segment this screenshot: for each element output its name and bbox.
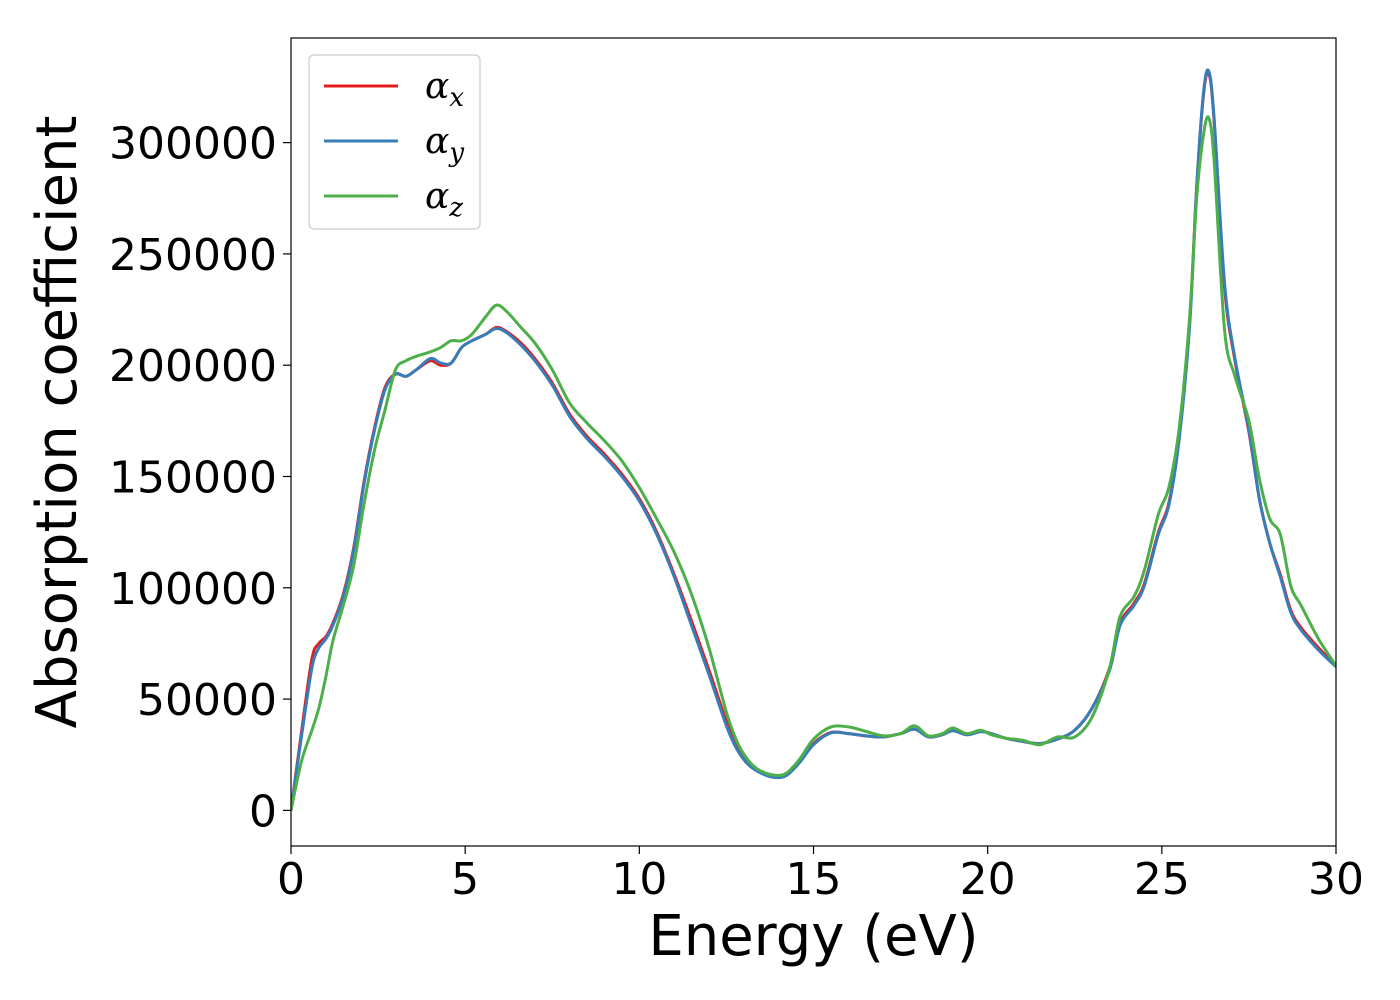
legend-symbol: α xyxy=(425,66,449,107)
y-tick-label: 300000 xyxy=(109,119,277,170)
legend-symbol: α xyxy=(425,176,449,217)
series-line-z xyxy=(291,115,1336,811)
x-tick-label: 15 xyxy=(786,854,842,905)
legend-label-x: αx xyxy=(425,66,464,113)
x-tick-label: 0 xyxy=(277,854,305,905)
plot-frame xyxy=(290,37,1337,847)
y-tick-label: 100000 xyxy=(109,564,277,615)
ticks-layer: 0 5 10 15 20 25 30 0 50000 100000 150000 200000 2500… xyxy=(109,119,1364,905)
x-tick-label: 20 xyxy=(960,854,1016,905)
y-axis-label: Absorption coefficient xyxy=(25,116,90,729)
legend-label-y: αy xyxy=(425,121,464,168)
legend-subscript: y xyxy=(448,138,464,168)
y-tick-label: 150000 xyxy=(109,453,277,504)
series-layer xyxy=(291,68,1336,811)
x-tick-label: 5 xyxy=(451,854,479,905)
y-tick-label: 250000 xyxy=(109,230,277,281)
y-tick-label: 200000 xyxy=(109,341,277,392)
x-tick-label: 25 xyxy=(1134,854,1190,905)
legend-label-z: αz xyxy=(425,176,463,223)
x-tick-label: 30 xyxy=(1308,854,1364,905)
legend-symbol: α xyxy=(425,121,449,162)
legend-subscript: z xyxy=(448,193,463,223)
x-tick-label: 10 xyxy=(611,854,667,905)
y-tick-label: 50000 xyxy=(137,675,277,726)
x-axis-label: Energy (eV) xyxy=(648,904,978,969)
y-tick-label: 0 xyxy=(249,786,277,837)
legend-subscript: x xyxy=(449,83,464,113)
